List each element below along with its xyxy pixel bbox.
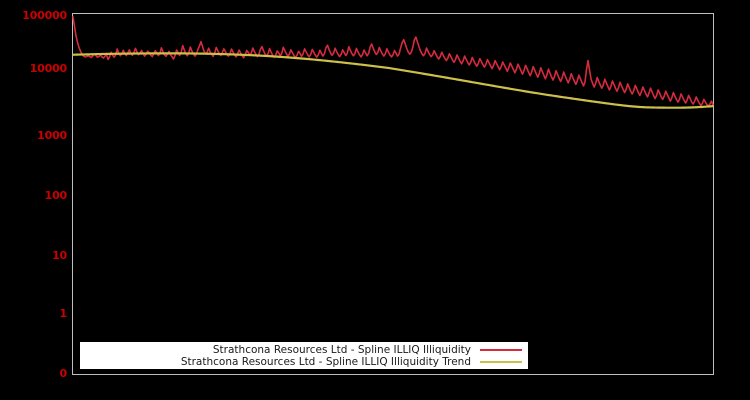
series-line-illiquidity-trend [71,52,715,109]
y-tick-label-10: 10 [52,248,67,262]
plot-frame-border [72,13,714,375]
y-tick-label-0: 0 [59,366,68,380]
data-series-group [71,16,715,109]
chart-legend[interactable]: Strathcona Resources Ltd - Spline ILLIQ … [80,342,528,369]
legend-label: Strathcona Resources Ltd - Spline ILLIQ … [212,343,471,356]
y-tick-label-1: 1 [59,306,68,320]
legend-entry-illiquidity-trend[interactable]: Strathcona Resources Ltd - Spline ILLIQ … [86,356,522,368]
legend-label: Strathcona Resources Ltd - Spline ILLIQ … [180,355,471,368]
legend-line-swatch [480,360,522,363]
series-line-illiquidity [72,16,714,107]
legend-entry-illiquidity[interactable]: Strathcona Resources Ltd - Spline ILLIQ … [86,344,522,356]
y-tick-label-1000: 1000 [37,128,67,142]
y-tick-label-100: 100 [44,188,68,202]
legend-line-swatch [480,348,522,351]
y-tick-label-100000: 100000 [22,8,67,22]
y-tick-label-10000: 10000 [29,61,67,75]
